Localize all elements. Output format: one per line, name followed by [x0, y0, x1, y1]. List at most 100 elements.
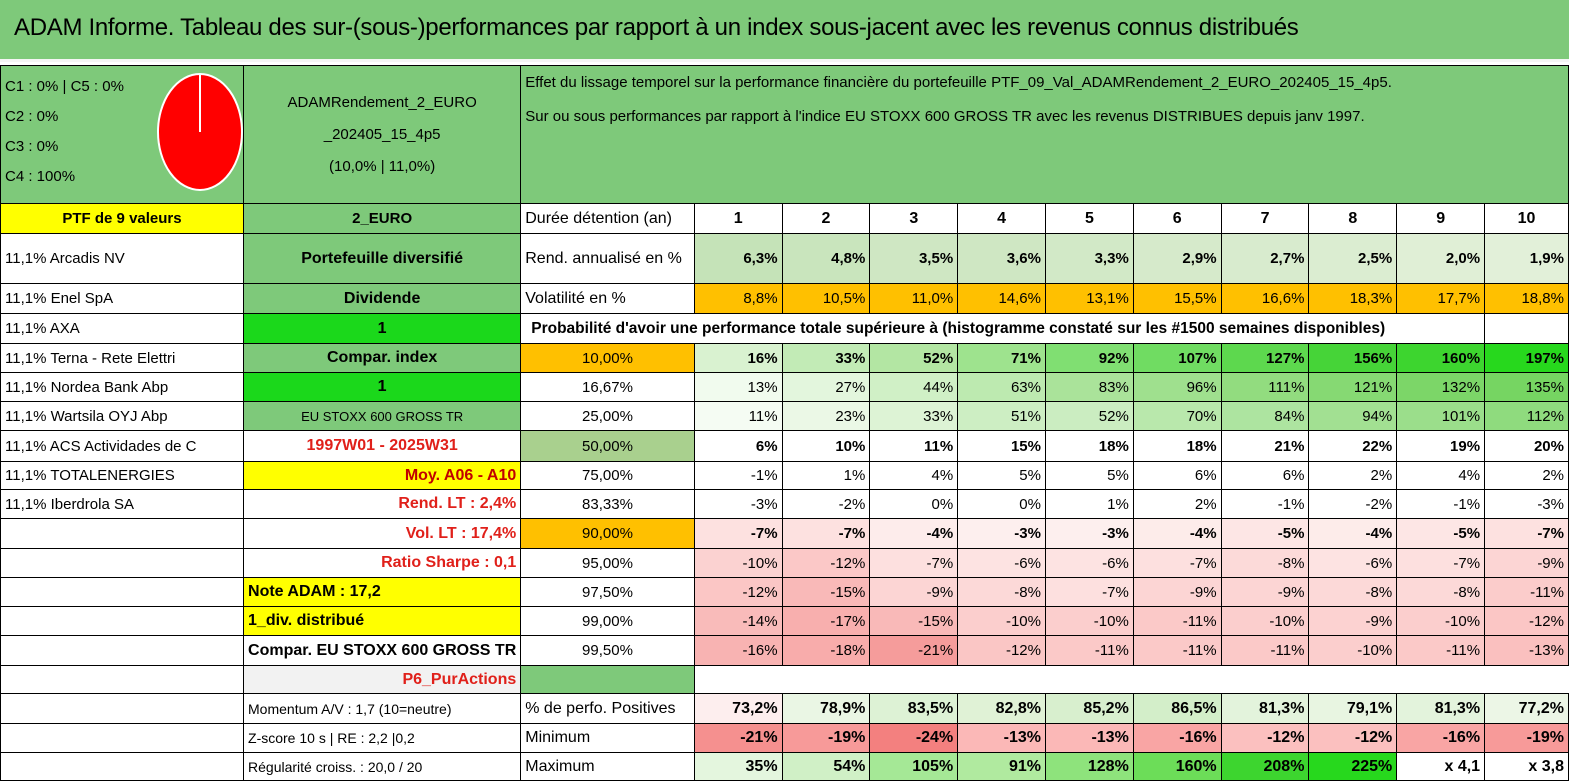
quantile-value: 52%	[1044, 401, 1134, 431]
summary-value: 91%	[957, 752, 1046, 781]
volatility-value: 11,0%	[869, 283, 959, 314]
quantile-value: -10%	[693, 548, 783, 578]
quantile-value: -18%	[781, 635, 871, 666]
summary-value: 225%	[1308, 752, 1398, 781]
quantile-value: -4%	[1132, 518, 1222, 549]
quantile-value: -1%	[1396, 489, 1486, 519]
quantile-value: -7%	[1044, 577, 1134, 607]
holding-name	[0, 635, 245, 666]
volatility-label: Volatilité en %	[520, 283, 695, 314]
quantile-value: -3%	[957, 518, 1046, 549]
holding-name: 11,1% Terna - Rete Elettri	[0, 343, 245, 373]
fund-name-line: _202405_15_4p5	[323, 125, 441, 143]
metric-label: 1_div. distribué	[243, 606, 522, 636]
quantile-value: -10%	[1396, 606, 1486, 636]
summary-value: x 4,1	[1396, 752, 1486, 781]
quantile-value: 127%	[1220, 343, 1310, 373]
summary-row: Régularité croiss. : 20,0 / 20 Maximum 35%…	[0, 752, 1569, 781]
pie-legend-line: C2 : 0%	[5, 108, 59, 125]
quantile-level: 83,33%	[520, 489, 695, 519]
summary-value: 35%	[693, 752, 783, 781]
indicator-label: Régularité croiss. : 20,0 / 20	[243, 752, 522, 781]
quantile-value: 21%	[1220, 430, 1310, 462]
quantile-level: 16,67%	[520, 372, 695, 402]
summary-value: 73,2%	[693, 693, 783, 724]
quantile-value: -3%	[1044, 518, 1134, 549]
quantile-value: -4%	[869, 518, 959, 549]
holding-name	[0, 577, 245, 607]
quantile-value: 27%	[781, 372, 871, 402]
quantile-value: 10%	[781, 430, 871, 462]
annual-return-value: 4,8%	[781, 233, 871, 284]
quantile-value: -8%	[1396, 577, 1486, 607]
year-header: 6	[1132, 203, 1222, 234]
quantile-value: -1%	[1220, 489, 1310, 519]
quantile-value: 132%	[1396, 372, 1486, 402]
summary-value: 85,2%	[1044, 693, 1134, 724]
quantile-value: 6%	[1220, 461, 1310, 490]
quantile-row: Note ADAM : 17,2 97,50% -12% -15% -9% -8% -7% -…	[0, 577, 1569, 607]
quantile-value: -8%	[1220, 548, 1310, 578]
quantile-value: 63%	[957, 372, 1046, 402]
quantile-value: 121%	[1308, 372, 1398, 402]
annual-return-value: 2,0%	[1396, 233, 1486, 284]
holding-name	[0, 606, 245, 636]
quantile-value: 11%	[869, 430, 959, 462]
quantile-value: 1%	[1044, 489, 1134, 519]
summary-value: 208%	[1220, 752, 1310, 781]
quantile-value: 70%	[1132, 401, 1222, 431]
report-table: C1 : 0% | C5 : 0% C2 : 0% C3 : 0% C4 : 100%…	[0, 65, 1569, 781]
fund-name-cell: ADAMRendement_2_EURO _202405_15_4p5 (10,0%…	[243, 65, 522, 204]
flag-value: 1	[243, 313, 522, 344]
quantile-row: 11,1% TOTALENERGIES Moy. A06 - A10 75,00% -…	[0, 461, 1569, 490]
quantile-value: -21%	[869, 635, 959, 666]
summary-value: 77,2%	[1484, 693, 1569, 724]
indicator-label: Momentum A/V : 1,7 (10=neutre)	[243, 693, 522, 724]
strategy-row: P6_PurActions	[0, 665, 1569, 694]
fund-name-line: (10,0% | 11,0%)	[329, 157, 436, 175]
quantile-value: -8%	[957, 577, 1046, 607]
volatility-value: 15,5%	[1132, 283, 1222, 314]
holding-name: 11,1% Nordea Bank Abp	[0, 372, 245, 402]
quantile-value: -17%	[781, 606, 871, 636]
indicator-label: Z-score 10 s | RE : 2,2 |0,2	[243, 723, 522, 753]
quantile-level: 95,00%	[520, 548, 695, 578]
quantile-value: -6%	[957, 548, 1046, 578]
quantile-value: 20%	[1484, 430, 1569, 462]
strategy-label: P6_PurActions	[243, 665, 522, 694]
summary-value: 83,5%	[869, 693, 959, 724]
year-header: 7	[1220, 203, 1310, 234]
quantile-value: -15%	[781, 577, 871, 607]
summary-row: Momentum A/V : 1,7 (10=neutre)% de perfo…	[0, 693, 1569, 724]
quantile-value: -9%	[869, 577, 959, 607]
summary-value: 79,1%	[1308, 693, 1398, 724]
metric-label: Compar. index	[243, 343, 522, 373]
quantile-value: -5%	[1396, 518, 1486, 549]
quantile-value: 18%	[1132, 430, 1222, 462]
quantile-value: 23%	[781, 401, 871, 431]
summary-value: x 3,8	[1484, 752, 1569, 781]
quantile-value: 83%	[1044, 372, 1134, 402]
annual-return-value: 2,9%	[1132, 233, 1222, 284]
annual-return-value: 2,5%	[1308, 233, 1398, 284]
year-header: 10	[1484, 203, 1569, 234]
year-header: 3	[869, 203, 959, 234]
metric-label: Rend. LT : 2,4%	[243, 489, 522, 519]
quantile-value: 135%	[1484, 372, 1569, 402]
quantile-level: 10,00%	[520, 343, 695, 373]
quantile-value: -12%	[1484, 606, 1569, 636]
quantile-value: 2%	[1132, 489, 1222, 519]
quantile-value: -10%	[1044, 606, 1134, 636]
annual-return-value: 6,3%	[693, 233, 783, 284]
annual-return-value: 3,5%	[869, 233, 959, 284]
quantile-row: 11,1% Nordea Bank Abp 1 16,67% 13% 27% 44% 63%…	[0, 372, 1569, 402]
description-cell: Effet du lissage temporel sur la perform…	[520, 65, 1569, 204]
quantile-value: 4%	[1396, 461, 1486, 490]
quantile-level: 97,50%	[520, 577, 695, 607]
summary-value: 160%	[1132, 752, 1222, 781]
summary-value: -13%	[1044, 723, 1134, 753]
volatility-value: 13,1%	[1044, 283, 1134, 314]
quantile-value: 96%	[1132, 372, 1222, 402]
quantile-value: -7%	[693, 518, 783, 549]
quantile-value: 51%	[957, 401, 1046, 431]
